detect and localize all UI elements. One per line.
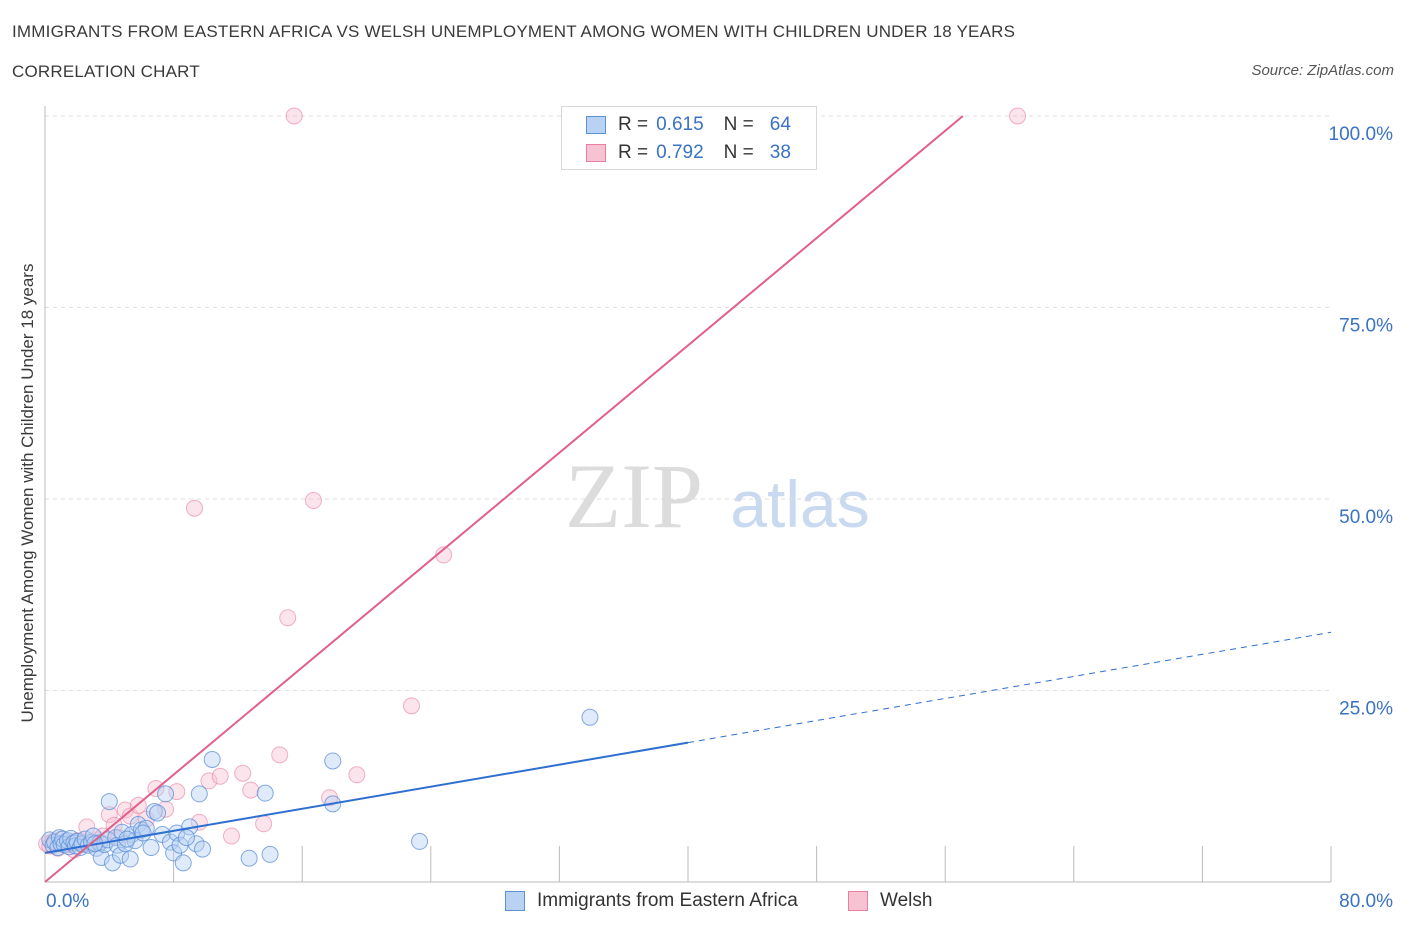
point-eastern-africa <box>261 845 279 863</box>
legend-r-value: 0.615 <box>656 114 704 135</box>
point-eastern-africa <box>411 832 429 850</box>
chart-title: IMMIGRANTS FROM EASTERN AFRICA VS WELSH … <box>12 22 1016 41</box>
point-eastern-africa <box>161 833 179 851</box>
point-eastern-africa <box>324 752 342 770</box>
point-eastern-africa <box>100 793 118 811</box>
point-eastern-africa <box>134 824 152 842</box>
trendline-eastern-africa <box>44 741 689 854</box>
point-welsh <box>403 697 421 715</box>
y-tick-label: 25.0% <box>1339 699 1393 720</box>
point-welsh <box>242 781 260 799</box>
legend-row-eastern-africa: R = 0.615 N = 64 <box>586 114 791 136</box>
point-eastern-africa <box>149 804 167 822</box>
bottom-legend-label-eastern-africa: Immigrants from Eastern Africa <box>537 890 798 911</box>
point-eastern-africa <box>129 816 147 834</box>
y-axis-label: Unemployment Among Women with Children U… <box>18 263 37 723</box>
point-welsh <box>348 766 366 784</box>
legend-n-label: N = <box>723 142 754 163</box>
bottom-legend-label-welsh: Welsh <box>880 890 933 911</box>
legend-r-label: R = <box>618 142 649 163</box>
legend-n-label: N = <box>723 114 754 135</box>
point-eastern-africa <box>157 785 175 803</box>
bottom-legend-swatch-welsh <box>848 891 868 911</box>
source-credit: Source: ZipAtlas.com <box>1251 62 1394 79</box>
point-eastern-africa <box>177 829 195 847</box>
y-tick-label: 75.0% <box>1339 316 1393 337</box>
point-welsh <box>100 806 118 824</box>
point-welsh <box>1009 107 1027 125</box>
legend-r-label: R = <box>618 114 649 135</box>
point-eastern-africa <box>190 785 208 803</box>
legend-n-value: 64 <box>769 114 791 135</box>
point-welsh <box>279 609 297 627</box>
point-welsh <box>271 746 289 764</box>
point-eastern-africa <box>174 854 192 872</box>
point-welsh <box>304 492 322 510</box>
point-welsh <box>168 783 186 801</box>
point-welsh <box>78 818 96 836</box>
point-welsh <box>234 764 252 782</box>
legend-swatch-welsh <box>586 144 606 162</box>
trendline-welsh <box>44 115 964 883</box>
point-eastern-africa <box>194 840 212 858</box>
y-tick-label: 100.0% <box>1329 124 1394 145</box>
point-welsh <box>185 499 203 517</box>
bottom-legend-swatch-eastern-africa <box>505 891 525 911</box>
chart-subtitle: CORRELATION CHART <box>12 62 200 81</box>
point-eastern-africa <box>142 839 160 857</box>
point-welsh <box>255 815 273 833</box>
bottom-legend-eastern-africa: Immigrants from Eastern Africa <box>505 890 798 912</box>
point-eastern-africa <box>256 784 274 802</box>
point-welsh <box>285 107 303 125</box>
legend-swatch-eastern-africa <box>586 116 606 134</box>
y-tick-label: 50.0% <box>1339 507 1393 528</box>
legend-r-value: 0.792 <box>656 142 704 163</box>
trendline-eastern-africa-extension <box>687 631 1332 744</box>
x-tick-label-max: 80.0% <box>1339 891 1393 912</box>
point-eastern-africa <box>92 848 110 866</box>
legend-n-value: 38 <box>769 142 791 163</box>
point-welsh <box>222 827 240 845</box>
watermark-atlas: atlas <box>730 467 869 541</box>
point-welsh <box>157 800 175 818</box>
legend-row-welsh: R = 0.792 N = 38 <box>586 142 791 164</box>
bottom-legend-welsh: Welsh <box>848 890 932 912</box>
correlation-legend: R = 0.615 N = 64 R = 0.792 N = 38 <box>561 106 817 170</box>
point-eastern-africa <box>581 708 599 726</box>
point-eastern-africa <box>121 850 139 868</box>
x-tick-label-min: 0.0% <box>46 891 90 912</box>
point-eastern-africa <box>203 750 221 768</box>
point-welsh <box>200 772 218 790</box>
point-eastern-africa <box>240 849 258 867</box>
point-welsh <box>211 767 229 785</box>
watermark-zip: ZIP <box>565 445 703 547</box>
